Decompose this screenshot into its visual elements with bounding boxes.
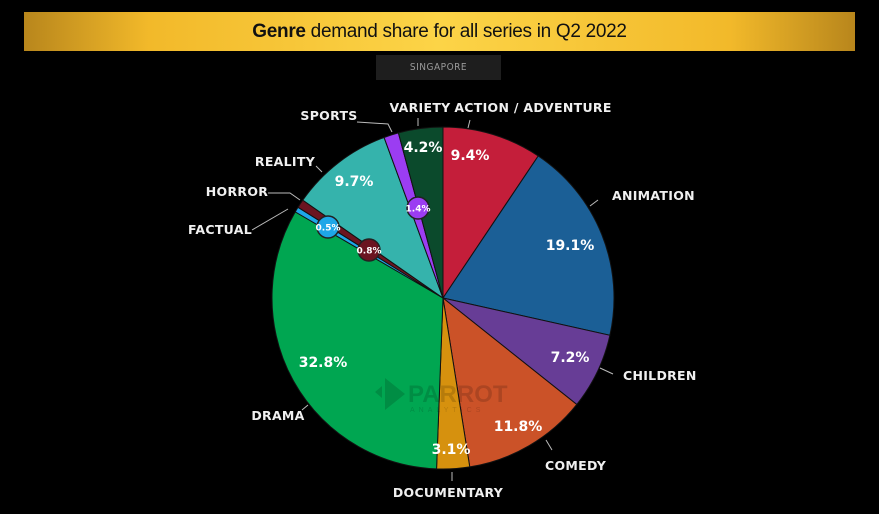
watermark-arrow-icon (385, 378, 405, 410)
pie-slice-action-adventure (442, 126, 539, 300)
slice-value: 32.8% (299, 355, 348, 371)
watermark-logo-icon (375, 386, 382, 398)
pie-slice-comedy (442, 296, 578, 468)
chart-title: Genre demand share for all series in Q2 … (252, 20, 627, 43)
value-bubble (406, 196, 430, 220)
leader-line (467, 119, 471, 129)
leader-line (315, 165, 323, 173)
slice-value: 1.4% (406, 205, 431, 215)
slice-value: 7.2% (551, 350, 590, 366)
title-banner: Genre demand share for all series in Q2 … (24, 12, 855, 51)
slice-label: DRAMA (251, 408, 304, 423)
slice-value: 3.1% (432, 442, 471, 458)
pie-annotations: ACTION / ADVENTURE 9.4% ANIMATION 19.1% CHIL… (188, 100, 697, 500)
leader-line (589, 199, 599, 207)
slice-value: 4.2% (404, 140, 443, 156)
title-rest: demand share for all series in Q2 2022 (305, 20, 627, 42)
slice-label: COMEDY (545, 458, 607, 473)
leader-line (356, 121, 393, 133)
value-bubble (357, 238, 381, 262)
region-badge: SINGAPORE (376, 55, 501, 80)
slice-value: 0.8% (357, 247, 382, 257)
slice-label: DOCUMENTARY (393, 485, 504, 500)
slice-label: FACTUAL (188, 222, 252, 237)
leader-line (268, 192, 301, 201)
leader-line (251, 208, 289, 231)
pie-slice-drama (271, 211, 444, 470)
slice-value: 9.7% (335, 174, 374, 190)
title-bold: Genre (252, 20, 306, 42)
leader-line (599, 367, 614, 375)
slice-label: SPORTS (300, 108, 357, 123)
pie-slices (271, 126, 615, 470)
slice-value: 19.1% (546, 238, 595, 254)
watermark-brand: PARROT (408, 381, 508, 408)
watermark: PARROT ANALYTICS (375, 378, 508, 414)
pie-slice-reality (302, 136, 445, 300)
slice-label: CHILDREN (623, 368, 697, 383)
slice-value: 0.5% (316, 224, 341, 234)
slice-value: 11.8% (494, 419, 543, 435)
pie-slice-animation (442, 155, 615, 336)
slice-value: 9.4% (451, 148, 490, 164)
slice-label: REALITY (255, 154, 316, 169)
watermark-sub: ANALYTICS (410, 407, 484, 414)
value-bubble (316, 215, 340, 239)
slice-label: ANIMATION (612, 188, 695, 203)
leader-line (545, 439, 553, 451)
slice-label: HORROR (206, 184, 268, 199)
slice-label: ACTION / ADVENTURE (454, 100, 611, 115)
leader-line (301, 404, 309, 411)
slice-label: VARIETY (390, 100, 452, 115)
